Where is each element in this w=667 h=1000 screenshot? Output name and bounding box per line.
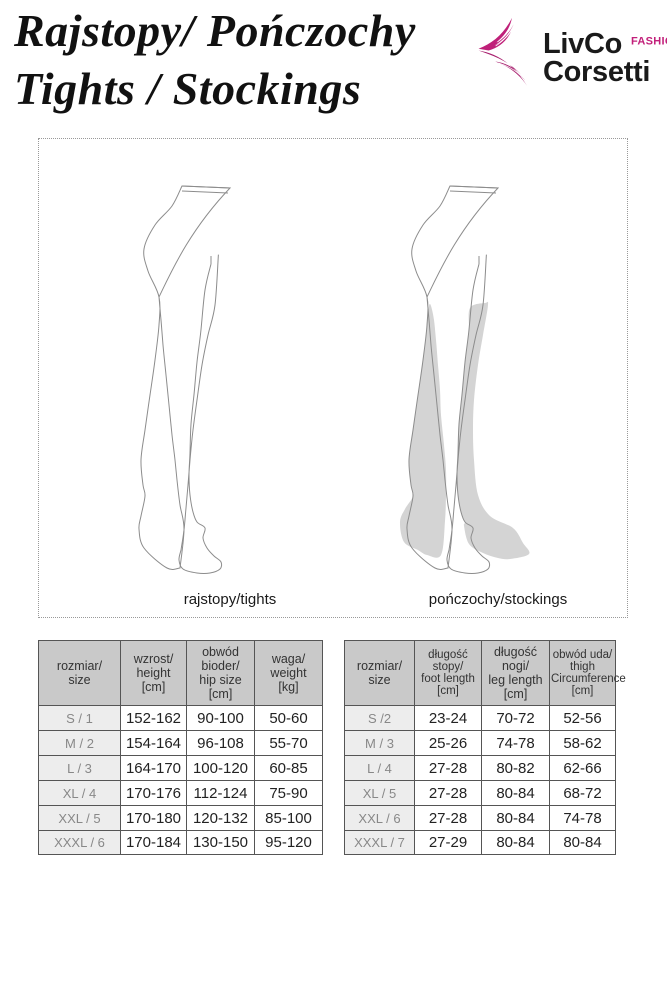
svg-text:rajstopy/tights: rajstopy/tights [184, 591, 277, 608]
svg-text:pończochy/stockings: pończochy/stockings [429, 591, 567, 608]
